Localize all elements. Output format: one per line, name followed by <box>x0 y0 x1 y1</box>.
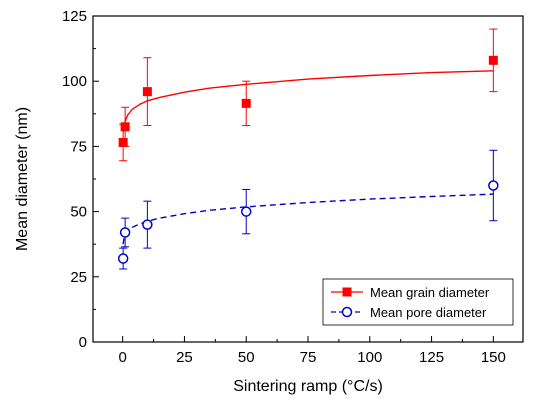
x-tick-label: 125 <box>419 349 444 366</box>
grain-point <box>241 98 251 108</box>
y-tick-label: 100 <box>62 73 87 90</box>
x-axis-ticks: 0 25 50 75 100 125 150 <box>118 336 506 366</box>
x-axis-label: Sintering ramp (°C/s) <box>233 378 383 395</box>
x-tick-label: 150 <box>481 349 506 366</box>
x-tick-label: 0 <box>118 349 126 366</box>
pore-point <box>488 180 499 191</box>
grain-point <box>142 87 152 97</box>
error-bars <box>119 28 498 270</box>
x-tick-label: 50 <box>238 349 255 366</box>
data-markers <box>117 55 499 264</box>
legend-pore-marker <box>341 306 353 318</box>
grain-point <box>488 55 498 65</box>
legend-box <box>322 278 514 326</box>
grain-point <box>120 122 130 132</box>
grain-fit-line <box>122 70 494 133</box>
x-tick-label: 25 <box>176 349 193 366</box>
y-tick-label: 125 <box>62 8 87 25</box>
legend: Mean grain diameter Mean pore diameter <box>322 278 514 326</box>
pore-point <box>142 219 153 230</box>
fit-curves <box>122 70 494 245</box>
y-tick-label: 75 <box>70 138 87 155</box>
pore-point <box>119 227 131 238</box>
legend-grain-label: Mean grain diameter <box>370 285 490 300</box>
x-tick-label: 75 <box>300 349 317 366</box>
y-axis-label: Mean diameter (nm) <box>14 107 31 251</box>
pore-point <box>240 206 252 217</box>
pore-point <box>117 253 129 264</box>
y-axis-ticks: 0 25 50 75 100 125 <box>62 8 99 351</box>
grain-point <box>118 137 128 147</box>
legend-pore-label: Mean pore diameter <box>370 305 487 320</box>
y-tick-label: 50 <box>70 204 87 221</box>
legend-grain-marker <box>342 287 352 297</box>
y-tick-label: 0 <box>79 334 87 351</box>
pore-fit-line <box>122 193 494 245</box>
y-tick-label: 25 <box>70 269 87 286</box>
x-tick-label: 100 <box>357 349 382 366</box>
